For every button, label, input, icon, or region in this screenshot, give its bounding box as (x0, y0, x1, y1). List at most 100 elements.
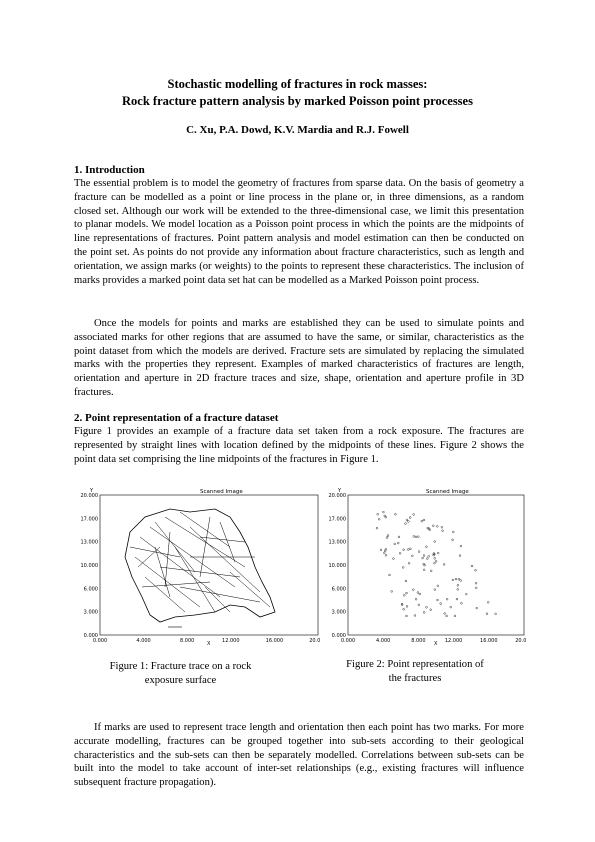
figure2-y-tick-label: 3.000 (332, 610, 346, 616)
midpoint-marker (417, 535, 420, 538)
midpoint-marker (456, 584, 459, 587)
midpoint-marker (425, 606, 428, 609)
figure-2-caption-line1: Figure 2: Point representation of (346, 659, 484, 670)
midpoint-marker (405, 591, 408, 595)
midpoint-marker (422, 611, 426, 614)
midpoint-marker (409, 547, 412, 550)
midpoint-marker (439, 602, 442, 605)
midpoint-marker (403, 594, 406, 597)
midpoint-marker (420, 519, 423, 523)
figure-1-caption-line2: exposure surface (144, 674, 217, 686)
figure1-y-tick-label: 20.000 (81, 493, 99, 499)
midpoint-marker (433, 562, 436, 565)
figure2-y-tick-label: 20.000 (329, 493, 347, 499)
midpoint-marker (437, 551, 440, 555)
midpoint-marker (407, 548, 410, 551)
midpoint-marker (428, 528, 431, 531)
midpoint-marker (412, 535, 415, 538)
midpoint-marker (456, 588, 459, 591)
midpoint-markers (375, 511, 497, 618)
midpoint-marker (459, 544, 462, 548)
paper-authors: C. Xu, P.A. Dowd, K.V. Mardia and R.J. F… (186, 124, 409, 136)
figure-1-x-ticks: 0.000 4.000 8.000 12.000 16.000 20.000 (93, 638, 320, 644)
figure-2-x-axis-label: X (434, 641, 438, 647)
midpoint-marker (427, 555, 430, 558)
midpoint-marker (384, 554, 388, 557)
figure-1-y-ticks: 20.000 17.000 13.000 10.000 6.000 3.000 0.000 (81, 493, 99, 639)
midpoint-marker (440, 526, 443, 529)
midpoint-marker (449, 605, 452, 609)
figure-2-plot: Scanned Image Y X 20.000 17.000 13.000 10.0… (329, 488, 527, 647)
figure2-x-tick-label: 12.000 (445, 638, 463, 644)
midpoint-marker (433, 588, 436, 591)
section-heading-introduction: 1. Introduction (74, 164, 145, 176)
midpoint-marker (397, 541, 400, 545)
figure-2-caption: Figure 2: Point representation of the fr… (320, 658, 510, 685)
figure2-y-tick-label: 17.000 (329, 516, 347, 522)
figure2-x-tick-label: 4.000 (376, 638, 390, 644)
figure1-x-tick-label: 16.000 (266, 638, 284, 644)
midpoint-marker (426, 527, 429, 530)
midpoint-marker (412, 513, 415, 516)
midpoint-marker (407, 562, 411, 565)
midpoint-marker (407, 520, 410, 523)
midpoint-marker (386, 534, 390, 537)
midpoint-marker (441, 529, 444, 532)
midpoint-marker (398, 552, 402, 555)
figure-2-caption-line2: the fractures (388, 672, 442, 684)
midpoint-marker (474, 569, 477, 572)
figure1-y-tick-label: 3.000 (84, 610, 98, 616)
midpoint-marker (404, 579, 407, 583)
point-representation-paragraph-2: If marks are used to represent trace len… (74, 722, 524, 789)
figure1-y-tick-label: 13.000 (81, 540, 99, 546)
midpoint-marker (429, 608, 432, 611)
figure-2-x-ticks: 0.000 4.000 8.000 12.000 16.000 20.000 (341, 638, 526, 644)
figure1-y-tick-label: 0.000 (84, 633, 98, 639)
figure2-y-tick-label: 13.000 (329, 540, 347, 546)
midpoint-marker (430, 569, 433, 572)
midpoint-marker (465, 593, 468, 596)
midpoint-marker (485, 612, 489, 615)
midpoint-marker (475, 582, 478, 585)
figure-2-point-representation: Scanned Image Y X 20.000 17.000 13.000 10.0… (326, 487, 527, 647)
midpoint-marker (422, 562, 425, 566)
figure-1-caption-line1: Figure 1: Fracture trace on a rock (109, 661, 252, 672)
intro-paragraph-2: Once the models for points and marks are… (74, 318, 524, 398)
midpoint-marker (414, 598, 418, 601)
midpoint-marker (434, 560, 438, 563)
midpoint-marker (423, 568, 426, 571)
midpoint-marker (416, 591, 419, 594)
midpoint-marker (422, 554, 426, 557)
midpoint-marker (402, 608, 405, 611)
midpoint-marker (413, 614, 416, 617)
figure1-x-tick-label: 4.000 (136, 638, 150, 644)
figure-1-x-axis-label: X (207, 641, 211, 647)
midpoint-marker (451, 578, 454, 581)
midpoint-marker (393, 542, 396, 545)
midpoint-marker (397, 535, 401, 538)
figure-1-panel-title: Scanned Image (200, 489, 243, 495)
figure1-x-tick-label: 12.000 (222, 638, 240, 644)
figure1-y-tick-label: 17.000 (81, 516, 99, 522)
midpoint-marker (418, 592, 421, 596)
midpoint-marker (457, 578, 460, 581)
midpoint-marker (454, 577, 458, 581)
midpoint-marker (388, 573, 391, 577)
paper-title-line2: Rock fracture pattern analysis by marked… (122, 94, 473, 108)
figure2-x-tick-label: 16.000 (480, 638, 498, 644)
figure2-x-tick-label: 20.000 (515, 638, 526, 644)
midpoint-marker (425, 545, 428, 548)
exposure-outline (124, 508, 276, 623)
midpoint-marker (442, 563, 446, 566)
paper-title-line1: Stochastic modelling of fractures in roc… (167, 77, 428, 91)
figure2-y-tick-label: 10.000 (329, 563, 347, 569)
figure-2-panel-title: Scanned Image (426, 489, 469, 495)
midpoint-marker (475, 586, 478, 589)
point-representation-paragraph-1: Figure 1 provides an example of a fractu… (74, 426, 524, 465)
midpoint-marker (417, 603, 420, 606)
midpoint-marker (404, 522, 407, 525)
midpoint-marker (445, 614, 448, 618)
midpoint-marker (382, 511, 385, 514)
midpoint-marker (392, 557, 395, 560)
midpoint-marker (409, 516, 412, 519)
